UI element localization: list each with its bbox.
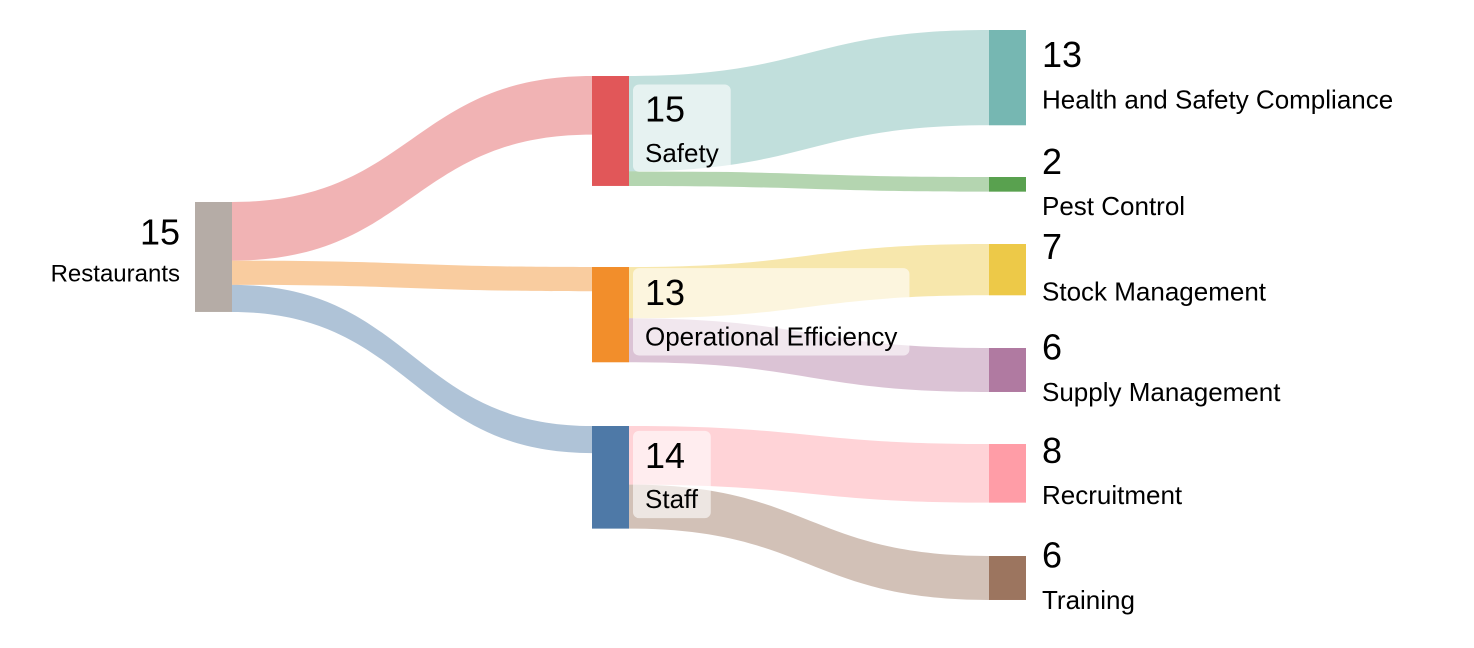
node-label-group: 14 Staff (633, 430, 711, 519)
link (232, 260, 592, 292)
link (629, 171, 989, 192)
node-value: 6 (1042, 535, 1062, 576)
node-value: 6 (1042, 327, 1062, 368)
label-box (633, 430, 711, 519)
node (592, 267, 629, 363)
node (989, 556, 1026, 600)
node-value: 13 (1042, 34, 1082, 75)
node-value: 2 (1042, 141, 1062, 182)
link (232, 76, 592, 261)
node-label: Supply Management (1042, 377, 1281, 407)
node-label: Training (1042, 585, 1135, 615)
node-label: Stock Management (1042, 277, 1267, 307)
label-box (633, 84, 731, 172)
node (195, 202, 232, 312)
node-label: Safety (645, 138, 719, 168)
node-label: Restaurants (51, 260, 180, 287)
node-label-group: 13 Operational Efficiency (633, 268, 910, 356)
node (989, 30, 1026, 126)
node (989, 348, 1026, 392)
node-value: 7 (1042, 226, 1062, 267)
node (592, 76, 629, 186)
label-box (633, 268, 910, 356)
node (989, 177, 1026, 192)
nodes (195, 30, 1026, 600)
node-value: 15 (645, 88, 685, 129)
node (989, 444, 1026, 503)
link (232, 284, 592, 454)
node-label: Recruitment (1042, 480, 1183, 510)
node-label: Staff (645, 484, 699, 514)
node-value: 15 (140, 211, 180, 252)
link (629, 484, 989, 600)
node-value: 8 (1042, 430, 1062, 471)
link (629, 426, 989, 503)
node-label: Pest Control (1042, 191, 1185, 221)
node-value: 14 (645, 435, 685, 476)
node-label: Operational Efficiency (645, 322, 897, 352)
node-label: Health and Safety Compliance (1042, 85, 1393, 115)
node (592, 426, 629, 529)
node-label-group: 15 Safety (633, 84, 731, 172)
labels: 15 Restaurants 15 Safety 13 Operational Effic… (51, 34, 1394, 615)
node (989, 244, 1026, 296)
node-value: 13 (645, 272, 685, 313)
